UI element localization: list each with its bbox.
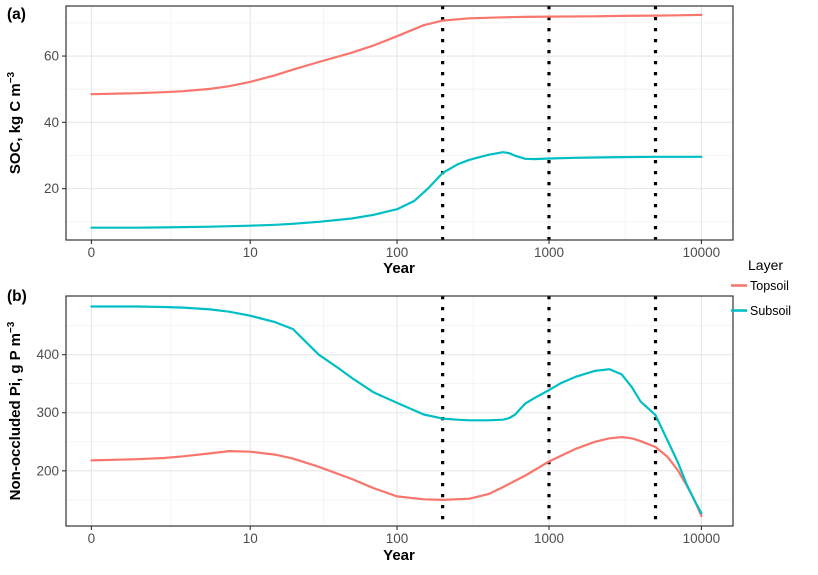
panel-a-y-axis-title: SOC, kg C m−3 [6,71,24,174]
series-line-subsoil [90,305,703,515]
y-tick-label: 300 [36,405,59,420]
panel-b-y-axis-title: Non-occluded Pi, g P m−3 [6,321,24,500]
panel-a-x-axis-title: Year [383,260,415,277]
legend: Layer Topsoil Subsoil [731,257,791,318]
x-tick-label: 1000 [534,531,564,546]
x-tick-label: 0 [88,531,96,546]
panel-b-x-axis-title: Year [383,547,415,564]
x-tick-label: 10 [243,531,258,546]
series-line-topsoil [90,13,703,96]
series-line-topsoil [90,436,703,518]
y-tick-label: 60 [44,49,59,64]
x-tick-label: 100 [386,245,409,260]
panel-a-plot: 0 10 100 1000 10000 20 40 60 [44,5,734,260]
x-tick-label: 100 [386,531,409,546]
x-tick-label: 10 [243,245,258,260]
x-tick-label: 0 [88,245,96,260]
panel-b-plot: 0 10 100 1000 10000 200 300 400 [36,295,734,546]
legend-label-subsoil: Subsoil [750,304,791,318]
panel-a-tag: (a) [7,6,26,23]
x-tick-label: 1000 [534,245,564,260]
x-tick-label: 10000 [683,245,721,260]
panel-b-tag: (b) [7,288,27,305]
x-tick-label: 10000 [683,531,721,546]
y-tick-label: 200 [36,463,59,478]
y-tick-label: 400 [36,347,59,362]
legend-title: Layer [748,257,783,273]
series-line-subsoil [90,151,703,229]
legend-label-topsoil: Topsoil [750,279,789,293]
panel-border [65,295,734,527]
y-tick-label: 20 [44,181,59,196]
panel-border [65,5,734,241]
y-tick-label: 40 [44,115,59,130]
